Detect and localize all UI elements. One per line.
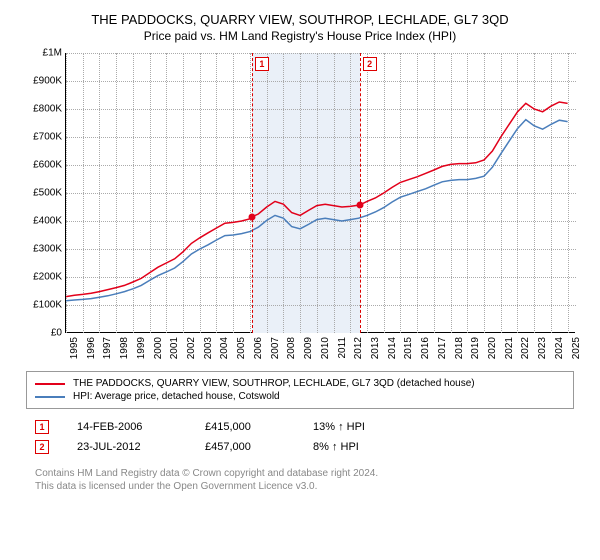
y-axis-label: £900K — [33, 76, 62, 87]
x-axis-label: 1998 — [119, 337, 130, 359]
x-axis-label: 2004 — [219, 337, 230, 359]
legend-item: HPI: Average price, detached house, Cots… — [35, 390, 565, 403]
x-axis-label: 2009 — [303, 337, 314, 359]
y-axis-label: £300K — [33, 244, 62, 255]
sale-row: 1 14-FEB-2006 £415,000 13% ↑ HPI — [35, 417, 565, 437]
legend-swatch — [35, 383, 65, 385]
x-axis-label: 2025 — [571, 337, 582, 359]
x-axis-label: 1995 — [69, 337, 80, 359]
x-axis-label: 2015 — [403, 337, 414, 359]
plot-region: 12 — [65, 53, 575, 333]
y-axis-label: £1M — [43, 48, 62, 59]
sale-date: 23-JUL-2012 — [77, 441, 187, 453]
x-axis-label: 2020 — [487, 337, 498, 359]
marker-index-box: 1 — [255, 57, 269, 71]
chart-area: 12 £0£100K£200K£300K£400K£500K£600K£700K… — [20, 53, 580, 363]
x-axis-label: 2014 — [387, 337, 398, 359]
x-axis-label: 2008 — [286, 337, 297, 359]
x-axis-label: 2010 — [320, 337, 331, 359]
sales-table: 1 14-FEB-2006 £415,000 13% ↑ HPI 2 23-JUL-201… — [35, 417, 565, 457]
marker-dot — [248, 213, 255, 220]
marker-line — [252, 53, 253, 333]
series-hpi — [66, 120, 568, 301]
x-axis-label: 2016 — [420, 337, 431, 359]
legend-box: THE PADDOCKS, QUARRY VIEW, SOUTHROP, LEC… — [26, 371, 574, 409]
chart-container: THE PADDOCKS, QUARRY VIEW, SOUTHROP, LEC… — [0, 0, 600, 503]
x-axis-label: 2017 — [437, 337, 448, 359]
x-axis-label: 2006 — [253, 337, 264, 359]
line-plot-svg — [66, 53, 576, 333]
marker-dot — [356, 202, 363, 209]
x-axis-label: 2022 — [520, 337, 531, 359]
x-axis-label: 2019 — [470, 337, 481, 359]
x-axis-label: 2011 — [337, 337, 348, 359]
x-axis-label: 2013 — [370, 337, 381, 359]
legend-label: HPI: Average price, detached house, Cots… — [73, 391, 280, 402]
y-axis-label: £100K — [33, 300, 62, 311]
x-axis-label: 2024 — [554, 337, 565, 359]
x-axis-label: 2018 — [454, 337, 465, 359]
y-axis-label: £600K — [33, 160, 62, 171]
sale-index: 2 — [35, 440, 49, 454]
y-axis-label: £400K — [33, 216, 62, 227]
marker-line — [360, 53, 361, 333]
marker-index-box: 2 — [363, 57, 377, 71]
footer-line1: Contains HM Land Registry data © Crown c… — [35, 467, 565, 480]
x-axis-label: 2021 — [504, 337, 515, 359]
y-axis-label: £0 — [51, 328, 62, 339]
x-axis-label: 2000 — [153, 337, 164, 359]
series-paddocks — [66, 102, 568, 297]
x-axis-label: 2003 — [203, 337, 214, 359]
sale-index: 1 — [35, 420, 49, 434]
footer-line2: This data is licensed under the Open Gov… — [35, 480, 565, 493]
y-axis-label: £800K — [33, 104, 62, 115]
x-axis-label: 2005 — [236, 337, 247, 359]
legend-swatch — [35, 396, 65, 398]
sale-hpi: 8% ↑ HPI — [313, 441, 403, 453]
x-axis-label: 2001 — [169, 337, 180, 359]
sale-row: 2 23-JUL-2012 £457,000 8% ↑ HPI — [35, 437, 565, 457]
x-axis-label: 2007 — [270, 337, 281, 359]
y-axis-label: £200K — [33, 272, 62, 283]
footer-attribution: Contains HM Land Registry data © Crown c… — [35, 467, 565, 493]
sale-date: 14-FEB-2006 — [77, 421, 187, 433]
x-axis-label: 2012 — [353, 337, 364, 359]
legend-item: THE PADDOCKS, QUARRY VIEW, SOUTHROP, LEC… — [35, 377, 565, 390]
legend-label: THE PADDOCKS, QUARRY VIEW, SOUTHROP, LEC… — [73, 378, 475, 389]
sale-price: £457,000 — [205, 441, 295, 453]
x-axis-label: 1999 — [136, 337, 147, 359]
x-axis-label: 1997 — [102, 337, 113, 359]
y-axis-label: £700K — [33, 132, 62, 143]
chart-subtitle: Price paid vs. HM Land Registry's House … — [10, 29, 590, 43]
x-axis-label: 1996 — [86, 337, 97, 359]
y-axis-label: £500K — [33, 188, 62, 199]
sale-price: £415,000 — [205, 421, 295, 433]
x-axis-label: 2002 — [186, 337, 197, 359]
sale-hpi: 13% ↑ HPI — [313, 421, 403, 433]
chart-title: THE PADDOCKS, QUARRY VIEW, SOUTHROP, LEC… — [10, 12, 590, 27]
x-axis-label: 2023 — [537, 337, 548, 359]
